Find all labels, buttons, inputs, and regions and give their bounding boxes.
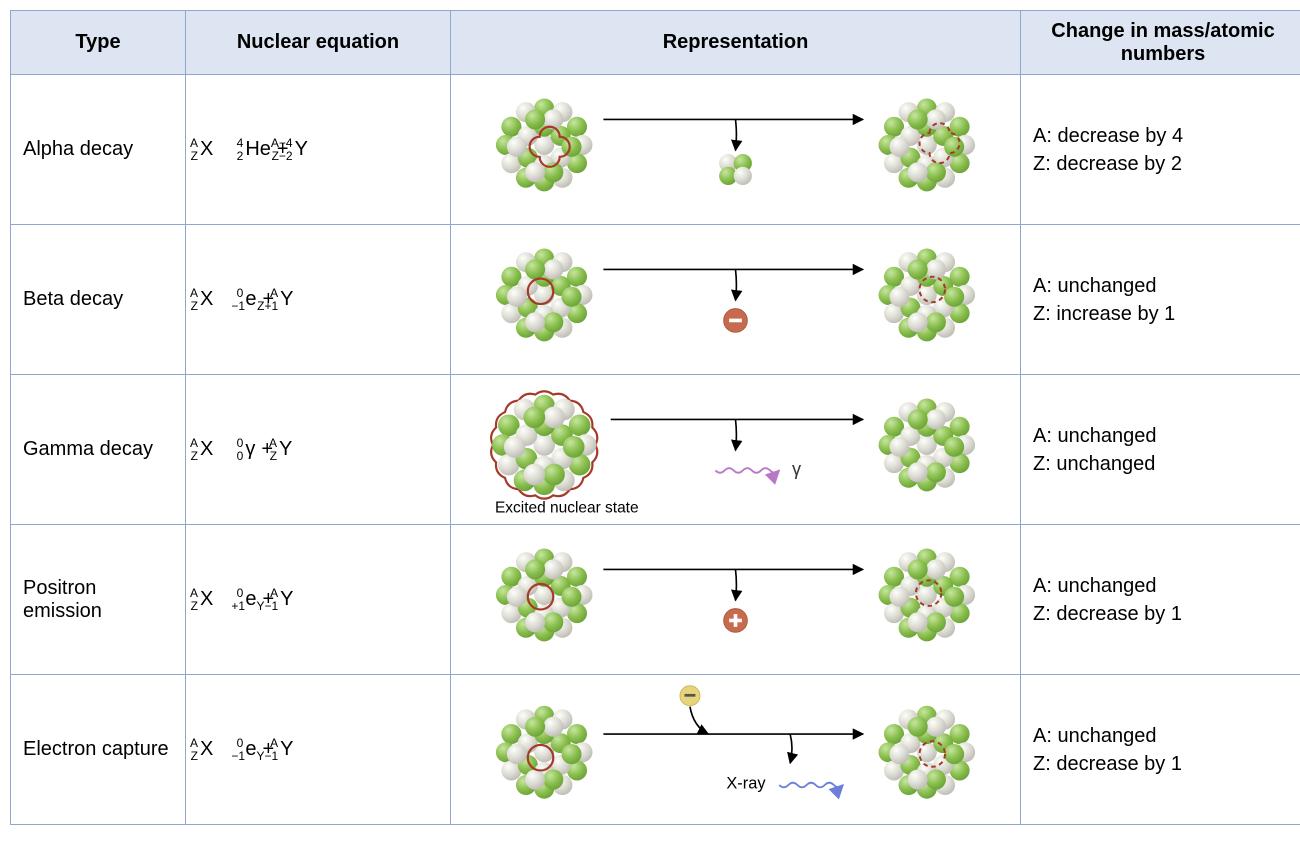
type-cell: Electron capture (11, 675, 186, 825)
decay-table: Type Nuclear equation Representation Cha… (10, 10, 1300, 825)
col-type: Type (11, 11, 186, 75)
change-line: Z: unchanged (1033, 450, 1293, 478)
change-line: Z: increase by 1 (1033, 300, 1293, 328)
change-line: A: unchanged (1033, 272, 1293, 300)
change-line: Z: decrease by 1 (1033, 600, 1293, 628)
representation-cell (451, 525, 1021, 675)
svg-text:Excited nuclear state: Excited nuclear state (495, 499, 639, 516)
svg-text:γ: γ (792, 459, 802, 479)
col-representation: Representation (451, 11, 1021, 75)
equation-cell: A Z X 4 2 He+ A−4 Z−2 Y (186, 75, 451, 225)
col-change: Change in mass/atomic numbers (1021, 11, 1300, 75)
col-equation: Nuclear equation (186, 11, 451, 75)
header-row: Type Nuclear equation Representation Cha… (11, 11, 1300, 75)
change-cell: A: unchangedZ: unchanged (1021, 375, 1300, 525)
change-cell: A: unchangedZ: increase by 1 (1021, 225, 1300, 375)
change-cell: A: unchangedZ: decrease by 1 (1021, 525, 1300, 675)
type-cell: Beta decay (11, 225, 186, 375)
type-cell: Alpha decay (11, 75, 186, 225)
table-row: Beta decay A Z X 0 −1 e+ A Z+1 Y A: u (11, 225, 1300, 375)
table-row: Electron capture A Z X 0 −1 e+ A Y−1 Y (11, 675, 1300, 825)
svg-text:X-ray: X-ray (726, 775, 766, 793)
type-cell: Gamma decay (11, 375, 186, 525)
change-line: A: unchanged (1033, 572, 1293, 600)
change-cell: A: unchangedZ: decrease by 1 (1021, 675, 1300, 825)
equation-cell: A Z X 0 0 γ+ A Z Y (186, 375, 451, 525)
representation-cell (451, 75, 1021, 225)
representation-cell: γ Excited nuclear state (451, 375, 1021, 525)
type-cell: Positron emission (11, 525, 186, 675)
equation-cell: A Z X 0 +1 e+ A Y−1 Y (186, 525, 451, 675)
change-cell: A: decrease by 4Z: decrease by 2 (1021, 75, 1300, 225)
change-line: A: decrease by 4 (1033, 122, 1293, 150)
change-line: Z: decrease by 2 (1033, 150, 1293, 178)
table-row: Gamma decay A Z X 0 0 γ+ A Z Y γ Excited … (11, 375, 1300, 525)
representation-cell (451, 225, 1021, 375)
change-line: Z: decrease by 1 (1033, 750, 1293, 778)
representation-cell: X-ray (451, 675, 1021, 825)
table-row: Alpha decay A Z X 4 2 He+ A−4 Z−2 Y (11, 75, 1300, 225)
equation-cell: A Z X 0 −1 e+ A Y−1 Y (186, 675, 451, 825)
table-body: Alpha decay A Z X 4 2 He+ A−4 Z−2 Y (11, 75, 1300, 825)
change-line: A: unchanged (1033, 422, 1293, 450)
change-line: A: unchanged (1033, 722, 1293, 750)
table-row: Positron emission A Z X 0 +1 e+ A Y−1 Y (11, 525, 1300, 675)
equation-cell: A Z X 0 −1 e+ A Z+1 Y (186, 225, 451, 375)
